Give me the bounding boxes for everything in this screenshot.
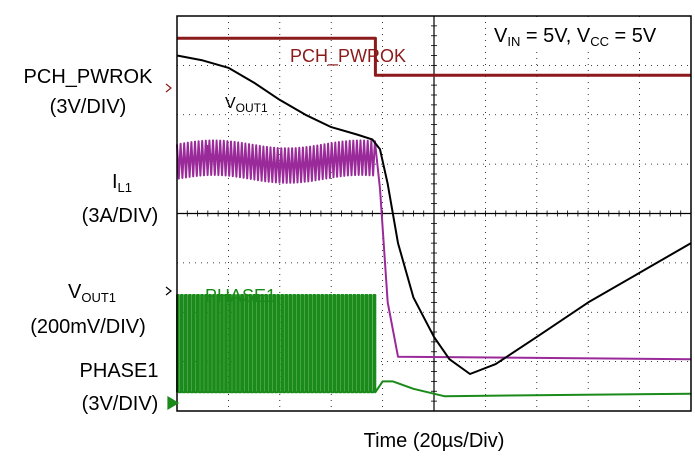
channel-markers: [165, 83, 180, 411]
trace-vout1: [176, 54, 692, 375]
x-axis-label: Time (20µs/Div): [364, 430, 505, 452]
channel-label-vout1: VOUT1: [68, 281, 116, 305]
trace-pch-pwrok: [177, 36, 691, 77]
marker-pch-pwrok: [165, 83, 172, 93]
marker-vout1: [165, 286, 172, 296]
trace-label-vout1: VOUT1: [225, 95, 268, 115]
channel-scale-phase1: (3V/DIV): [82, 393, 159, 415]
channel-scale-vout1: (200mV/DIV): [30, 316, 146, 338]
trace-label-pch-pwrok: PCH_PWROK: [290, 46, 406, 67]
trace-phase1: [176, 294, 692, 398]
channel-labels: PCH_PWROK (3V/DIV) IL1 (3A/DIV) VOUT1 (2…: [24, 66, 159, 415]
trace-il1: [176, 139, 692, 361]
trace-label-il1: IL1: [205, 142, 224, 165]
channel-label-phase1: PHASE1: [80, 360, 159, 382]
trace-labels: PCH_PWROK VOUT1 IL1 PHASE1: [205, 46, 406, 306]
annotation-box: [486, 18, 689, 48]
plot-frame: [176, 15, 692, 412]
channel-label-il1: IL1: [112, 171, 132, 195]
grid: [176, 15, 692, 412]
trace-label-phase1: PHASE1: [205, 286, 276, 306]
annotation-text: VIN = 5V, VCC = 5V: [494, 25, 657, 49]
channel-scale-pch-pwrok: (3V/DIV): [50, 96, 127, 118]
channel-scale-il1: (3A/DIV): [82, 205, 159, 227]
traces: [176, 36, 692, 398]
marker-phase1: [167, 395, 180, 411]
channel-label-pch-pwrok: PCH_PWROK: [24, 66, 154, 88]
